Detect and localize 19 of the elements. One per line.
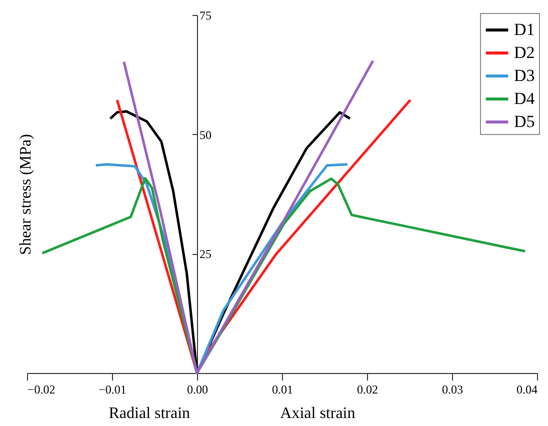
x-tick-label: 0.03 bbox=[442, 382, 463, 396]
y-tick-label: 25 bbox=[200, 247, 212, 262]
y-tick-label: 50 bbox=[200, 128, 212, 142]
text: Radial strain bbox=[108, 405, 190, 422]
y-tick-label: 75 bbox=[200, 8, 212, 22]
x-tick-label: −0.01 bbox=[98, 382, 126, 396]
legend-label: D3 bbox=[514, 66, 535, 85]
x-tick-label: 0.01 bbox=[272, 382, 293, 396]
x-tick-label: 0.00 bbox=[187, 382, 208, 396]
y-axis-title: Shear stress (MPa) bbox=[18, 134, 34, 255]
x-tick-label: 0.04 bbox=[516, 382, 538, 396]
x-tick-label: 0.02 bbox=[357, 382, 378, 396]
x-tick-label: −0.02 bbox=[28, 382, 56, 396]
legend-label: D2 bbox=[514, 43, 535, 62]
legend-label: D1 bbox=[514, 20, 535, 39]
text: Axial strain bbox=[280, 405, 356, 422]
line-series bbox=[122, 60, 374, 374]
legend-label: D5 bbox=[514, 112, 535, 131]
legend-label: D4 bbox=[514, 89, 536, 108]
